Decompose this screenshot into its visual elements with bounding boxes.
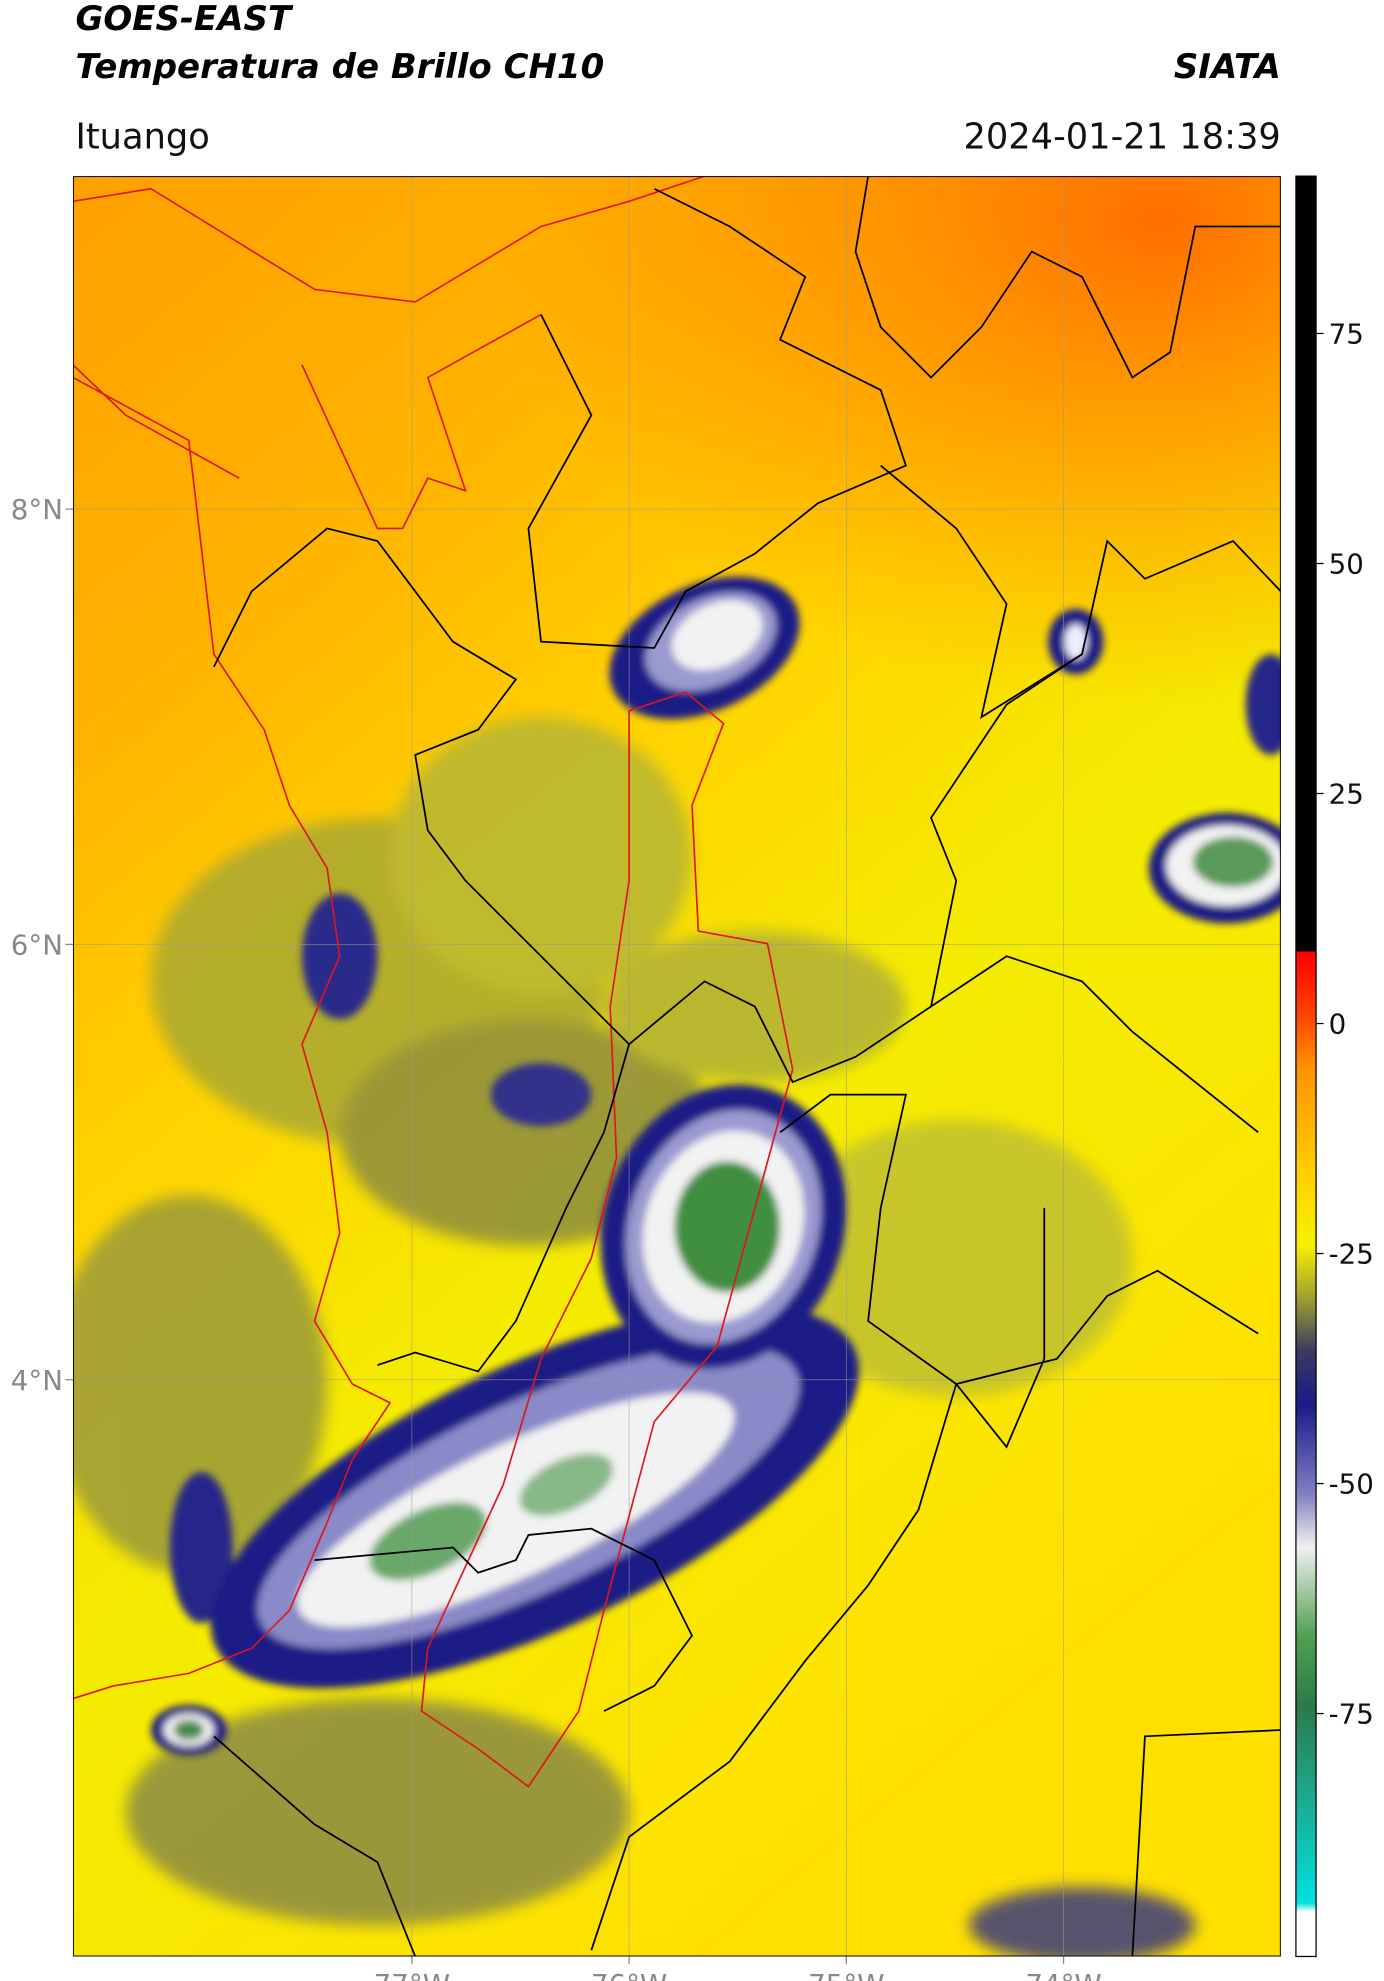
colorbar-tick-label: 50 bbox=[1329, 548, 1364, 581]
place: Ituango bbox=[75, 116, 209, 157]
colorbar-tick-label: -50 bbox=[1329, 1468, 1374, 1501]
x-tick-label: 74°W bbox=[1025, 1968, 1101, 1981]
y-tick-label: 6°N bbox=[11, 928, 63, 961]
y-tick-label: 8°N bbox=[11, 493, 63, 526]
colorbar-ticks: 75 50 25 0 -25 -50 -75 bbox=[1316, 318, 1374, 1731]
colorbar-tick-label: 0 bbox=[1329, 1008, 1347, 1041]
x-tick-label: 76°W bbox=[591, 1968, 667, 1981]
colorbar bbox=[1295, 175, 1317, 1958]
map-image bbox=[72, 176, 1281, 1957]
colorbar-tick-label: 25 bbox=[1329, 778, 1364, 811]
title-line2: Temperatura de Brillo CH10 bbox=[75, 47, 604, 87]
org: SIATA bbox=[1174, 47, 1281, 87]
grid bbox=[72, 176, 1281, 1957]
y-tick-label: 4°N bbox=[11, 1364, 63, 1397]
datetime: 2024-01-21 18:39 bbox=[963, 116, 1280, 157]
x-tick-label: 77°W bbox=[374, 1968, 450, 1981]
x-tick-label: 75°W bbox=[808, 1968, 884, 1981]
colorbar-tick-label: -75 bbox=[1329, 1698, 1374, 1731]
colorbar-tick-label: -25 bbox=[1329, 1238, 1374, 1271]
colorbar-tick-label: 75 bbox=[1329, 318, 1364, 351]
title-line1: GOES-EAST bbox=[75, 0, 293, 39]
axes: 8°N 6°N 4°N 77°W 76°W 75°W 74°W bbox=[11, 493, 1102, 1981]
